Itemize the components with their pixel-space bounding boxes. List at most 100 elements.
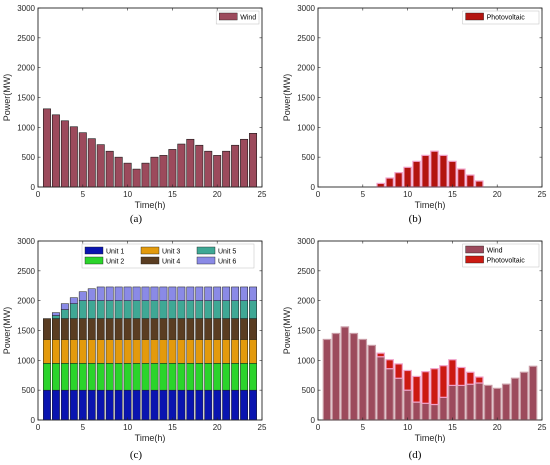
y-tick-label: 0 — [311, 183, 316, 192]
legend-swatch — [140, 256, 160, 265]
bar-unit-5-8 — [105, 300, 114, 319]
bar-wind-24 — [528, 365, 538, 421]
bar-unit-4-2 — [51, 318, 60, 340]
bar-unit-1-21 — [222, 389, 231, 421]
bar-unit-3-16 — [177, 339, 186, 364]
bar-wind-22 — [231, 144, 240, 188]
panel-caption: (d) — [409, 449, 422, 461]
bar-wind-22 — [510, 377, 520, 421]
bar-unit-4-9 — [114, 318, 123, 340]
y-tick-label: 1500 — [297, 327, 315, 336]
bar-wind-17 — [186, 138, 195, 188]
y-axis-label: Power(MW) — [2, 74, 12, 122]
legend-label: Unit 3 — [162, 249, 180, 256]
bar-photovoltaic-8 — [385, 177, 394, 188]
bar-photovoltaic-15 — [448, 359, 457, 386]
bar-unit-2-18 — [195, 363, 204, 391]
bar-unit-2-19 — [204, 363, 213, 391]
bar-unit-3-15 — [168, 339, 177, 364]
plot-area — [317, 7, 543, 188]
bar-unit-2-14 — [159, 363, 168, 391]
y-tick-label: 3000 — [17, 237, 35, 246]
bar-wind-4 — [69, 126, 78, 188]
bar-unit-1-5 — [78, 389, 87, 421]
bar-unit-1-3 — [60, 389, 69, 421]
bar-unit-3-14 — [159, 339, 168, 364]
y-tick-label: 2000 — [297, 297, 315, 306]
x-tick-label: 0 — [36, 423, 41, 432]
bar-unit-4-16 — [177, 318, 186, 340]
bar-unit-6-12 — [141, 286, 150, 301]
legend-box — [81, 243, 255, 269]
legend-label: Unit 4 — [162, 259, 180, 266]
bar-wind-16 — [177, 143, 186, 188]
bar-unit-2-9 — [114, 363, 123, 391]
bar-unit-5-12 — [141, 300, 150, 319]
bar-unit-5-16 — [177, 300, 186, 319]
bar-unit-2-17 — [186, 363, 195, 391]
x-axis-label: Time(h) — [415, 433, 446, 443]
x-axis-label: Time(h) — [135, 433, 166, 443]
bar-wind-6 — [367, 344, 377, 421]
x-axis-label: Time(h) — [135, 200, 166, 210]
bar-unit-3-3 — [60, 339, 69, 364]
bar-photovoltaic-10 — [403, 166, 412, 188]
bar-unit-4-7 — [96, 318, 105, 340]
bar-wind-11 — [132, 168, 141, 188]
bar-unit-3-2 — [51, 339, 60, 364]
bar-unit-6-21 — [222, 286, 231, 301]
y-tick-label: 0 — [31, 183, 36, 192]
bar-unit-6-9 — [114, 286, 123, 301]
y-tick-label: 2500 — [297, 34, 315, 43]
bar-unit-1-1 — [43, 389, 51, 421]
legend-label: Unit 2 — [106, 259, 124, 266]
bar-unit-1-16 — [177, 389, 186, 421]
bar-unit-6-11 — [132, 286, 141, 301]
bar-unit-4-1 — [43, 318, 51, 340]
y-tick-label: 1000 — [297, 356, 315, 365]
bar-wind-18 — [195, 144, 204, 188]
bar-unit-5-11 — [132, 300, 141, 319]
x-axis-label: Time(h) — [415, 200, 446, 210]
bar-unit-1-19 — [204, 389, 213, 421]
bar-unit-4-11 — [132, 318, 141, 340]
bar-photovoltaic-9 — [394, 363, 403, 379]
bar-unit-3-18 — [195, 339, 204, 364]
bar-unit-5-2 — [51, 315, 60, 319]
bar-unit-4-19 — [204, 318, 213, 340]
x-tick-label: 25 — [258, 423, 267, 432]
y-tick-label: 0 — [311, 416, 316, 425]
bar-unit-1-2 — [51, 389, 60, 421]
bar-unit-5-18 — [195, 300, 204, 319]
bar-unit-3-13 — [150, 339, 159, 364]
bar-wind-9 — [394, 377, 403, 421]
bar-photovoltaic-16 — [457, 366, 466, 386]
bar-unit-4-17 — [186, 318, 195, 340]
x-tick-label: 25 — [538, 190, 547, 199]
bar-wind-15 — [448, 384, 457, 421]
bar-unit-3-23 — [240, 339, 249, 364]
x-tick-label: 15 — [448, 190, 457, 199]
legend-swatch — [84, 256, 104, 265]
bar-photovoltaic-11 — [412, 160, 421, 188]
legend-swatch — [84, 246, 104, 255]
bar-unit-6-3 — [60, 303, 69, 310]
x-tick-label: 5 — [361, 190, 366, 199]
bar-unit-3-24 — [249, 339, 257, 364]
bar-photovoltaic-14 — [439, 365, 448, 398]
y-tick-label: 1000 — [17, 356, 35, 365]
chart-panel-4: 0 5 10 15 20 25 0 500 1000 1500 2000 2500 3000 Time(h… — [282, 237, 547, 461]
x-tick-label: 10 — [403, 190, 412, 199]
bar-unit-2-8 — [105, 363, 114, 391]
bar-unit-5-24 — [249, 300, 257, 319]
bar-unit-3-1 — [43, 339, 51, 364]
bar-unit-1-10 — [123, 389, 132, 421]
bar-wind-18 — [475, 382, 484, 421]
bar-unit-2-12 — [141, 363, 150, 391]
bar-unit-3-8 — [105, 339, 114, 364]
legend-swatch — [465, 245, 484, 254]
y-axis-label: Power(MW) — [282, 307, 292, 355]
bar-unit-4-10 — [123, 318, 132, 340]
chart-panel-1: 0 5 10 15 20 25 0 500 1000 1500 2000 2500 3000 Time(h… — [2, 4, 267, 225]
bar-unit-1-14 — [159, 389, 168, 421]
